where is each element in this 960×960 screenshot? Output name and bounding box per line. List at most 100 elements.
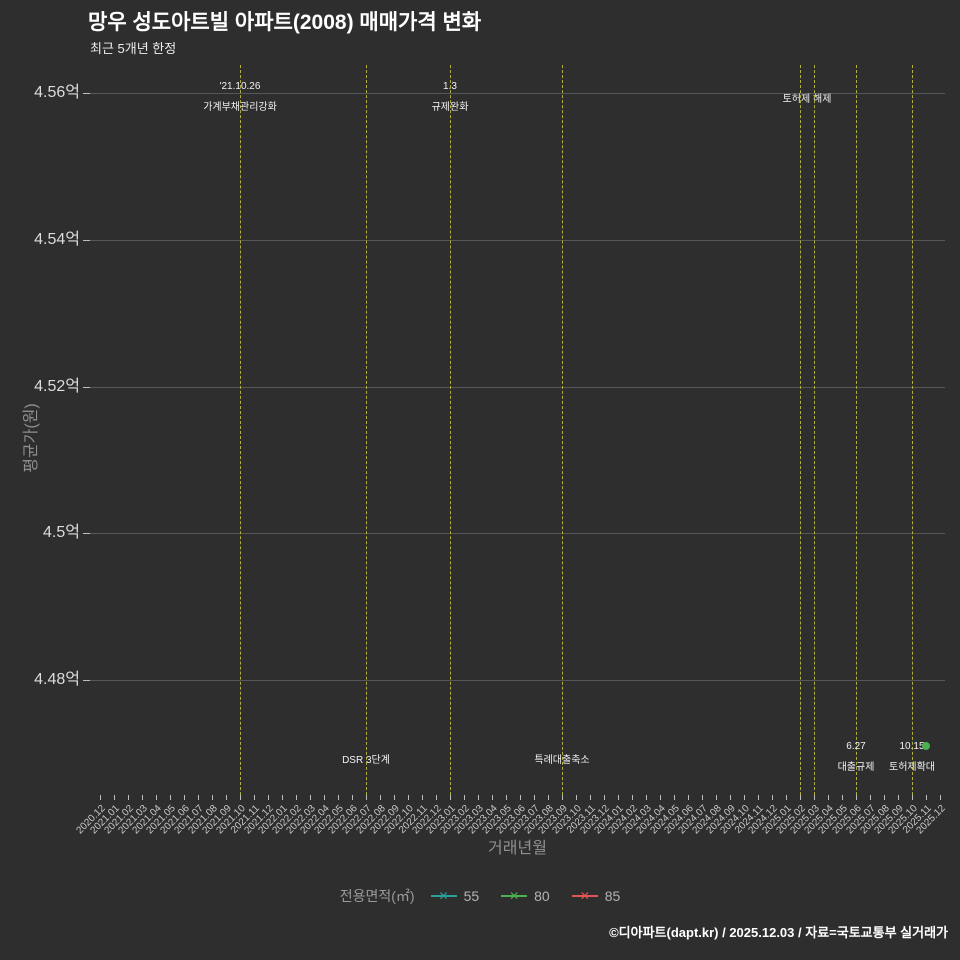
event-label: 10.15	[899, 741, 925, 752]
legend-line	[571, 895, 598, 897]
legend-marker: ✕	[571, 889, 598, 903]
event-label: 특례대출축소	[534, 755, 590, 766]
y-tick	[83, 93, 90, 94]
legend-item-85: ✕ 85	[571, 888, 621, 904]
legend-items: ✕ 55 ✕ 80 ✕ 85	[430, 888, 621, 904]
x-marker-icon: ✕	[509, 889, 520, 903]
x-tick	[926, 795, 927, 800]
event-line	[856, 65, 857, 795]
x-tick	[856, 795, 857, 800]
x-tick	[702, 795, 703, 800]
x-tick	[576, 795, 577, 800]
x-tick	[464, 795, 465, 800]
y-tick-label: 4.5억	[43, 524, 80, 542]
legend-marker: ✕	[501, 889, 528, 903]
x-tick	[478, 795, 479, 800]
x-tick	[940, 795, 941, 800]
y-gridline	[90, 680, 945, 681]
x-tick	[562, 795, 563, 800]
x-tick	[800, 795, 801, 800]
y-tick-label: 4.56억	[34, 84, 80, 101]
event-line	[912, 65, 913, 795]
y-gridline	[90, 239, 945, 241]
event-label: 규제완화	[431, 102, 469, 113]
x-tick	[870, 795, 871, 800]
x-tick	[310, 795, 311, 800]
legend: 전용면적(㎡) ✕ 55 ✕ 80 ✕ 85	[0, 886, 960, 906]
legend-title: 전용면적(㎡)	[339, 888, 415, 904]
legend-label: 85	[604, 888, 621, 904]
x-tick	[268, 795, 269, 800]
x-tick	[254, 795, 255, 800]
x-tick	[506, 795, 507, 800]
event-label: DSR 3단계	[342, 755, 390, 766]
x-axis-title: 거래년월	[488, 840, 547, 857]
y-tick	[83, 386, 90, 388]
legend-label: 55	[463, 888, 480, 904]
x-tick	[534, 795, 535, 800]
x-tick	[128, 795, 129, 800]
x-tick	[590, 795, 591, 800]
x-tick	[688, 795, 689, 800]
x-tick	[674, 795, 675, 800]
x-tick	[170, 795, 171, 800]
y-gridline	[90, 93, 945, 94]
event-label: 가계부채관리강화	[203, 102, 277, 113]
x-tick	[744, 795, 745, 800]
x-tick	[898, 795, 899, 800]
y-tick	[83, 239, 90, 241]
x-tick	[646, 795, 647, 800]
x-tick	[212, 795, 213, 800]
event-line	[240, 65, 241, 795]
x-tick	[772, 795, 773, 800]
x-tick	[366, 795, 367, 800]
x-tick	[114, 795, 115, 800]
event-line	[366, 65, 367, 795]
x-tick	[184, 795, 185, 800]
x-tick	[394, 795, 395, 800]
x-tick	[240, 795, 241, 800]
legend-line	[430, 895, 457, 897]
event-label: '21.10.26	[219, 81, 261, 92]
chart-title: 망우 성도아트빌 아파트(2008) 매매가격 변화	[88, 11, 482, 34]
x-tick	[436, 795, 437, 800]
x-tick	[520, 795, 521, 800]
event-label: 1.3	[443, 81, 457, 92]
x-tick	[660, 795, 661, 800]
x-tick	[716, 795, 717, 800]
event-label: 6.27	[846, 741, 866, 752]
y-tick-label: 4.54억	[34, 230, 80, 248]
event-line	[814, 65, 815, 795]
x-tick	[912, 795, 913, 800]
x-tick	[324, 795, 325, 800]
chart-subtitle: 최근 5개년 한정	[90, 41, 177, 56]
x-tick	[380, 795, 381, 800]
x-tick	[758, 795, 759, 800]
y-gridline	[90, 386, 945, 388]
event-line	[562, 65, 563, 795]
x-tick	[548, 795, 549, 800]
x-tick	[450, 795, 451, 800]
x-tick	[338, 795, 339, 800]
x-tick	[814, 795, 815, 800]
x-tick	[422, 795, 423, 800]
legend-item-80: ✕ 80	[501, 888, 550, 904]
x-tick	[730, 795, 731, 800]
x-tick	[604, 795, 605, 800]
x-tick	[156, 795, 157, 800]
x-tick	[492, 795, 493, 800]
y-gridline	[90, 533, 945, 535]
y-tick	[83, 680, 90, 681]
data-point-80	[922, 742, 930, 751]
x-tick	[226, 795, 227, 800]
legend-marker: ✕	[430, 889, 457, 903]
source-credit: ©디아파트(dapt.kr) / 2025.12.03 / 자료=국토교통부 실…	[609, 925, 948, 940]
x-tick	[352, 795, 353, 800]
x-marker-icon: ✕	[438, 889, 449, 903]
event-line	[450, 65, 451, 795]
x-tick	[632, 795, 633, 800]
x-tick	[408, 795, 409, 800]
event-label: 토허제확대	[889, 762, 935, 773]
